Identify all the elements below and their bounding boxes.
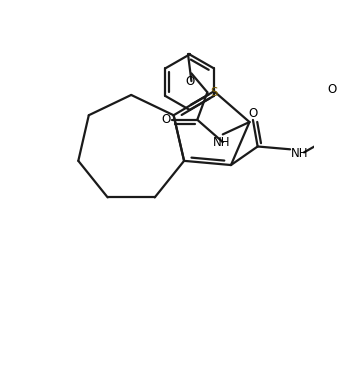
Text: O: O [327,83,336,96]
Text: O: O [248,106,258,120]
Text: O: O [161,113,170,126]
Text: NH: NH [291,147,308,160]
Text: NH: NH [213,135,230,149]
Text: S: S [210,86,218,99]
Text: O: O [185,75,194,87]
